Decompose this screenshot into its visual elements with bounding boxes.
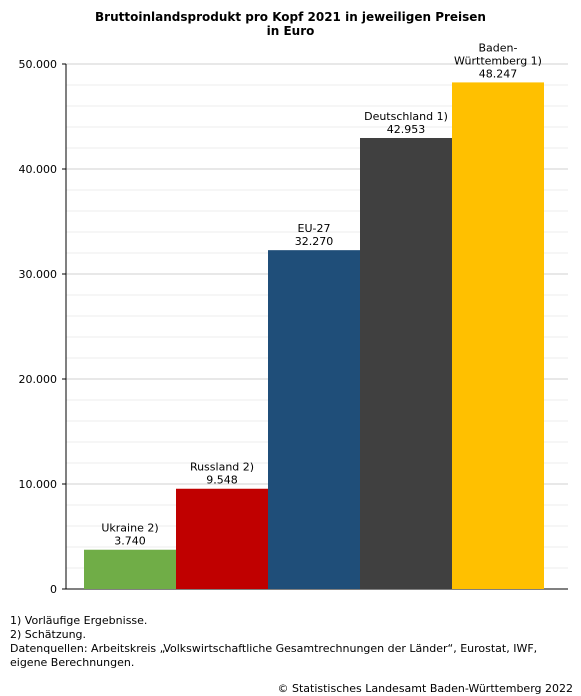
y-tick-label: 40.000 (19, 163, 58, 176)
y-tick-label: 10.000 (19, 478, 58, 491)
chart-title-line-2: in Euro (266, 24, 315, 38)
y-tick-label: 20.000 (19, 373, 58, 386)
bar (176, 488, 268, 589)
y-tick-label: 30.000 (19, 268, 58, 281)
bar-layer (84, 82, 544, 590)
label-layer: Ukraine 2)3.740 Russland 2)9.548 EU-2732.2… (101, 41, 542, 547)
bar-category-label: Russland 2) (190, 461, 254, 474)
bar-value-label: 3.740 (114, 535, 146, 548)
footnotes: 1) Vorläufige Ergebnisse. 2) Schätzung. … (10, 614, 575, 670)
bar-category-label: Baden- (479, 41, 518, 54)
bar (452, 82, 544, 590)
chart-title: Bruttoinlandsprodukt pro Kopf 2021 in je… (0, 10, 581, 38)
bar-chart: 0 10.000 20.000 30.000 40.000 50.000 Ukraine … (19, 41, 568, 596)
y-tick-label: 0 (50, 583, 57, 596)
bar-category-label: Deutschland 1) (364, 110, 448, 123)
bar (268, 250, 360, 590)
chart-title-line-1: Bruttoinlandsprodukt pro Kopf 2021 in je… (95, 10, 486, 24)
y-tick-label: 50.000 (19, 58, 58, 71)
bar-category-label: Württemberg 1) (454, 54, 542, 67)
footnote-2: 2) Schätzung. (10, 628, 87, 641)
footnote-1: 1) Vorläufige Ergebnisse. (10, 614, 148, 627)
bar-value-label: 42.953 (387, 123, 426, 136)
footnote-sources: Datenquellen: Arbeitskreis „Volkswirtsch… (10, 642, 538, 669)
bar (84, 549, 176, 589)
bar-value-label: 9.548 (206, 474, 238, 487)
copyright-notice: © Statistisches Landesamt Baden-Württemb… (277, 682, 573, 695)
bar-category-label: Ukraine 2) (101, 522, 158, 535)
bar (360, 137, 452, 589)
bar-value-label: 32.270 (295, 235, 334, 248)
bar-category-label: EU-27 (298, 222, 331, 235)
bar-value-label: 48.247 (479, 67, 518, 80)
